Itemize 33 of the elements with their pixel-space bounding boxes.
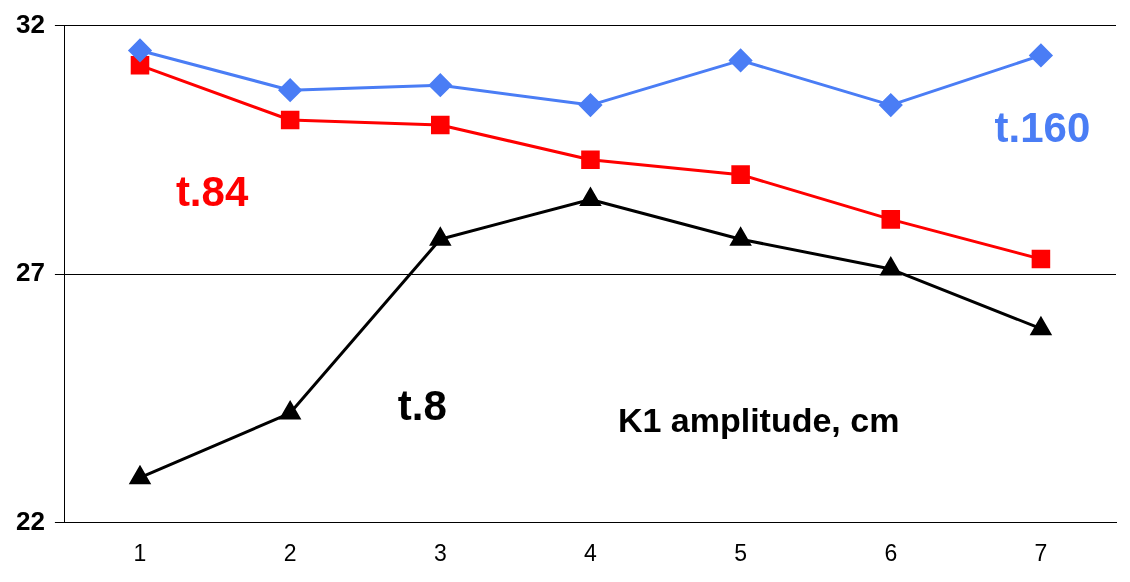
point (880, 257, 901, 276)
series-label: t.8 (397, 381, 447, 429)
x-tick-label: 2 (283, 539, 297, 566)
point (428, 73, 452, 97)
annotation: K1 amplitude, cm (617, 401, 900, 440)
y-tick-label: 32 (16, 8, 45, 39)
point (730, 227, 751, 246)
point (1030, 317, 1052, 336)
point (578, 93, 602, 117)
x-tick-label: 7 (1034, 539, 1048, 566)
point (129, 466, 151, 485)
x-tick-label: 6 (884, 539, 898, 566)
y-tick-label: 22 (16, 505, 45, 536)
point (1029, 43, 1053, 67)
point (128, 38, 152, 62)
x-tick-label: 4 (584, 539, 598, 566)
point (430, 227, 451, 246)
point (729, 48, 753, 72)
x-tick-label: 1 (133, 539, 147, 566)
series-label: t.84 (175, 168, 249, 216)
point (278, 78, 302, 102)
point (881, 210, 901, 229)
point (1031, 249, 1051, 269)
point (279, 401, 301, 420)
point (731, 165, 750, 184)
point (581, 150, 600, 170)
y-tick-label: 27 (16, 257, 45, 288)
point (879, 93, 903, 117)
series-label: t.160 (994, 103, 1091, 151)
point (280, 110, 300, 130)
point (431, 115, 450, 135)
x-tick-label: 3 (433, 539, 447, 566)
x-tick-label: 5 (734, 539, 748, 566)
